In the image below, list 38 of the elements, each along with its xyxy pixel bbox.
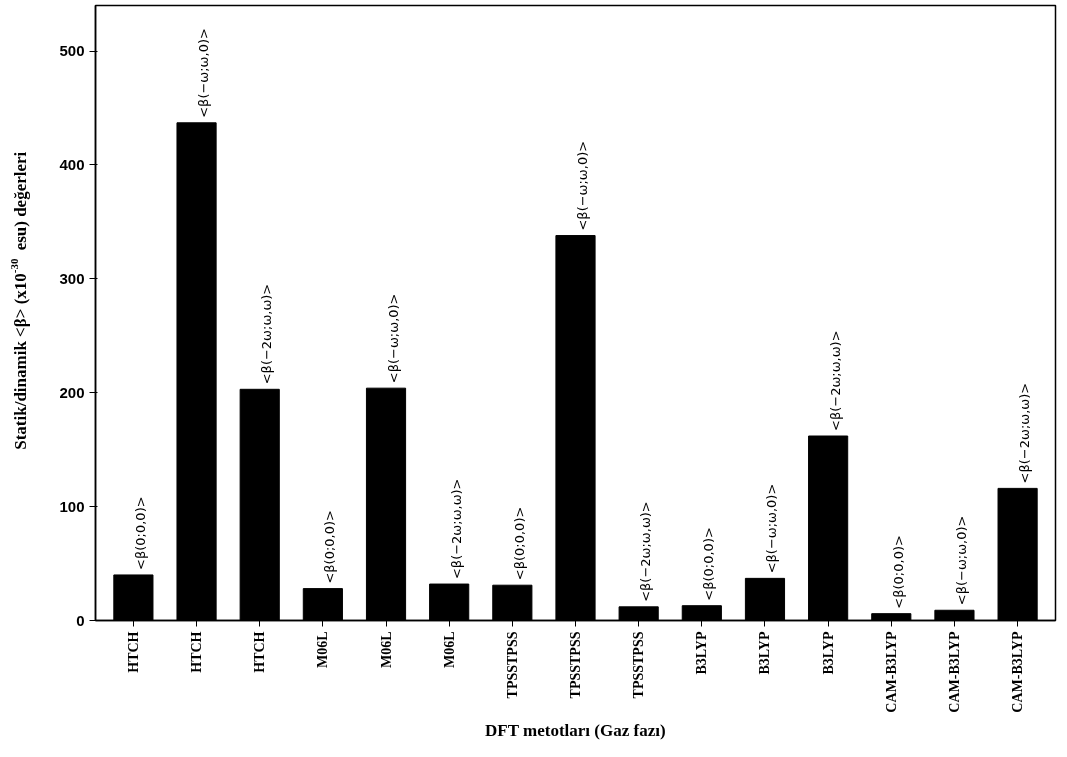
x-tick-label: TPSSTPSS (631, 631, 647, 699)
annotation: <β(−ω;ω,0)> (953, 515, 969, 606)
y-tick-label: 300 (59, 269, 85, 287)
annotation: <β(−2ω;ω,ω)> (638, 501, 654, 602)
annotation: <β(−2ω;ω,ω)> (448, 478, 464, 580)
annotation: <β(−ω;ω,0)> (196, 28, 212, 118)
annotation: <β(0;0,0)> (132, 496, 148, 570)
annotation: <β(0;0,0)> (701, 527, 717, 601)
x-tick-label: CAM-B3LYP (946, 631, 962, 713)
annotation: <β(−ω;ω,0)> (385, 293, 401, 384)
x-tick-label: CAM-B3LYP (1010, 631, 1026, 713)
x-tick-label: CAM-B3LYP (883, 631, 899, 713)
x-tick-label: TPSSTPSS (504, 631, 520, 699)
x-tick-label: M06L (378, 631, 394, 669)
x-tick-label: HTCH (125, 631, 141, 673)
y-tick-label: 100 (59, 497, 85, 515)
annotation: <β(−2ω;ω,ω)> (1017, 382, 1033, 484)
annotation: <β(0;0,0)> (511, 506, 527, 581)
annotation: <β(−2ω;ω,ω)> (259, 283, 275, 385)
x-tick-label: B3LYP (694, 631, 710, 675)
x-tick-label: HTCH (189, 631, 205, 673)
x-tick-label: M06L (441, 631, 457, 669)
annotation: <β(0;0,0)> (322, 510, 338, 584)
annotation: <β(−ω;ω,0)> (764, 483, 780, 574)
x-tick-label: HTCH (252, 631, 268, 673)
annotation: <β(0;0,0)> (890, 535, 906, 609)
y-tick-label: 0 (76, 611, 85, 629)
annotation: <β(−2ω;ω,ω)> (827, 330, 843, 431)
x-tick-label: TPSSTPSS (568, 631, 583, 699)
y-tick-label: 500 (59, 42, 85, 60)
y-tick-label: 200 (59, 383, 85, 401)
y-tick-label: 400 (59, 155, 85, 173)
y-axis-title: Statik/dinamik <β> (x10-30 esu) değerleri (8, 151, 30, 450)
x-tick-label: M06L (315, 631, 331, 669)
annotation: <β(−ω;ω,0)> (575, 140, 590, 231)
x-axis-title: DFT metotları (Gaz fazı) (485, 720, 666, 740)
x-tick-label: B3LYP (757, 631, 773, 675)
x-tick-label: B3LYP (820, 631, 836, 675)
